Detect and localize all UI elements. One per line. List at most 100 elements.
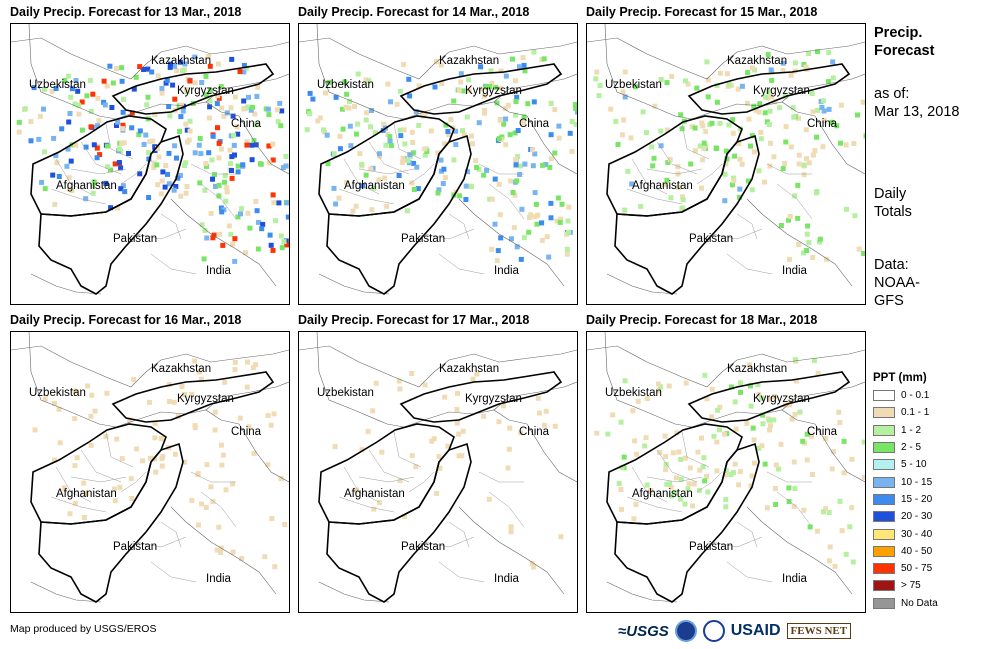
map-label-pakistan: Pakistan xyxy=(401,233,445,245)
legend: PPT (mm) 0 - 0.1 0.1 - 1 1 - 2 2 - 5 5 - 10 1… xyxy=(873,372,973,612)
fews-net-logo: FEWS NET xyxy=(786,623,852,639)
data-line-2: NOAA- xyxy=(874,275,920,291)
map-frame: Kazakhstan Uzbekistan Kyrgyzstan China Afgha… xyxy=(586,331,866,613)
data-line-1: Data: xyxy=(874,257,909,273)
legend-item: 0.1 - 1 xyxy=(873,404,973,421)
precip-map: Kazakhstan Uzbekistan Kyrgyzstan China Afgha… xyxy=(11,332,289,603)
legend-item: > 75 xyxy=(873,577,973,594)
map-label-afghanistan: Afghanistan xyxy=(344,180,405,192)
panel-title: Daily Precip. Forecast for 14 Mar., 2018 xyxy=(298,5,530,19)
legend-swatch xyxy=(873,424,895,436)
map-label-india: India xyxy=(782,573,808,585)
totals-line-2: Totals xyxy=(874,204,912,220)
map-frame: Kazakhstan Uzbekistan Kyrgyzstan China Afgha… xyxy=(10,331,290,613)
map-label-afghanistan: Afghanistan xyxy=(56,180,117,192)
legend-swatch xyxy=(873,442,895,454)
legend-swatch xyxy=(873,597,895,609)
panel-title: Daily Precip. Forecast for 17 Mar., 2018 xyxy=(298,313,530,327)
map-label-uzbekistan: Uzbekistan xyxy=(29,387,86,399)
legend-item: 5 - 10 xyxy=(873,456,973,473)
legend-swatch xyxy=(873,459,895,471)
precip-map: Kazakhstan Uzbekistan Kyrgyzstan China Afgha… xyxy=(299,24,577,295)
legend-item: 30 - 40 xyxy=(873,525,973,542)
map-label-uzbekistan: Uzbekistan xyxy=(605,79,662,91)
totals-note: Daily Totals xyxy=(874,185,912,221)
panel-title: Daily Precip. Forecast for 13 Mar., 2018 xyxy=(10,5,242,19)
precip-map: Kazakhstan Uzbekistan Kyrgyzstan China Afgha… xyxy=(11,24,289,295)
legend-title: PPT (mm) xyxy=(873,372,927,384)
legend-label: 0 - 0.1 xyxy=(901,390,930,402)
legend-label: 20 - 30 xyxy=(901,511,933,523)
legend-item: 15 - 20 xyxy=(873,491,973,508)
map-label-kyrgyzstan: Kyrgyzstan xyxy=(177,393,234,405)
map-frame: Kazakhstan Uzbekistan Kyrgyzstan China Afgha… xyxy=(298,331,578,613)
legend-item: 40 - 50 xyxy=(873,543,973,560)
legend-label: 5 - 10 xyxy=(901,459,927,471)
legend-label: 30 - 40 xyxy=(901,528,933,540)
map-label-china: China xyxy=(807,426,838,438)
map-label-uzbekistan: Uzbekistan xyxy=(29,79,86,91)
legend-swatch xyxy=(873,476,895,488)
legend-label: 2 - 5 xyxy=(901,442,922,454)
map-label-pakistan: Pakistan xyxy=(689,541,733,553)
map-label-kazakhstan: Kazakhstan xyxy=(151,55,211,67)
noaa-logo xyxy=(674,620,697,642)
map-label-pakistan: Pakistan xyxy=(113,541,157,553)
legend-label: > 75 xyxy=(901,580,921,592)
precip-map: Kazakhstan Uzbekistan Kyrgyzstan China Afgha… xyxy=(299,332,577,603)
data-line-3: GFS xyxy=(874,293,904,309)
legend-item: 2 - 5 xyxy=(873,439,973,456)
usaid-logo: USAID xyxy=(730,622,781,639)
legend-swatch xyxy=(873,528,895,540)
legend-label: 10 - 15 xyxy=(901,476,933,488)
map-label-kyrgyzstan: Kyrgyzstan xyxy=(753,85,810,97)
map-label-afghanistan: Afghanistan xyxy=(344,488,405,500)
map-label-kazakhstan: Kazakhstan xyxy=(727,363,787,375)
as-of-value: Mar 13, 2018 xyxy=(874,104,960,120)
legend-swatch xyxy=(873,493,895,505)
legend-item: 20 - 30 xyxy=(873,508,973,525)
map-label-china: China xyxy=(519,426,550,438)
credit-text: Map produced by USGS/EROS xyxy=(10,623,157,635)
forecast-title: Precip. Forecast xyxy=(874,24,934,60)
map-label-kazakhstan: Kazakhstan xyxy=(151,363,211,375)
usgs-logo: ≈USGS xyxy=(618,622,669,640)
data-source: Data: NOAA- GFS xyxy=(874,256,920,310)
title-line-2: Forecast xyxy=(874,43,935,59)
map-label-india: India xyxy=(206,265,232,277)
map-label-kazakhstan: Kazakhstan xyxy=(439,55,499,67)
panel-title: Daily Precip. Forecast for 15 Mar., 2018 xyxy=(586,5,818,19)
legend-label: 1 - 2 xyxy=(901,424,922,436)
legend-label: 40 - 50 xyxy=(901,545,933,557)
map-label-india: India xyxy=(494,573,520,585)
as-of-label: as of: xyxy=(874,86,910,102)
map-label-china: China xyxy=(519,118,550,130)
map-label-kyrgyzstan: Kyrgyzstan xyxy=(753,393,810,405)
totals-line-1: Daily xyxy=(874,186,907,202)
legend-label: No Data xyxy=(901,597,938,609)
legend-label: 0.1 - 1 xyxy=(901,407,930,419)
map-label-kyrgyzstan: Kyrgyzstan xyxy=(465,85,522,97)
legend-swatch xyxy=(873,563,895,575)
map-label-pakistan: Pakistan xyxy=(401,541,445,553)
legend-item: 1 - 2 xyxy=(873,422,973,439)
map-label-uzbekistan: Uzbekistan xyxy=(317,387,374,399)
legend-item: 10 - 15 xyxy=(873,473,973,490)
legend-swatch xyxy=(873,545,895,557)
map-label-kazakhstan: Kazakhstan xyxy=(439,363,499,375)
logo-strip: ≈USGS USAID FEWS NET xyxy=(618,618,852,644)
panel-title: Daily Precip. Forecast for 18 Mar., 2018 xyxy=(586,313,818,327)
map-label-kyrgyzstan: Kyrgyzstan xyxy=(465,393,522,405)
map-label-china: China xyxy=(231,118,262,130)
map-label-afghanistan: Afghanistan xyxy=(632,180,693,192)
legend-item: No Data xyxy=(873,595,973,612)
panel-title: Daily Precip. Forecast for 16 Mar., 2018 xyxy=(10,313,242,327)
map-label-pakistan: Pakistan xyxy=(113,233,157,245)
legend-label: 15 - 20 xyxy=(901,493,933,505)
map-label-china: China xyxy=(231,426,262,438)
legend-swatch xyxy=(873,511,895,523)
precip-map: Kazakhstan Uzbekistan Kyrgyzstan China Afgha… xyxy=(587,332,865,603)
precip-map: Kazakhstan Uzbekistan Kyrgyzstan China Afgha… xyxy=(587,24,865,295)
map-frame: Kazakhstan Uzbekistan Kyrgyzstan China Afgha… xyxy=(586,23,866,305)
dhs-seal-logo xyxy=(702,620,725,642)
